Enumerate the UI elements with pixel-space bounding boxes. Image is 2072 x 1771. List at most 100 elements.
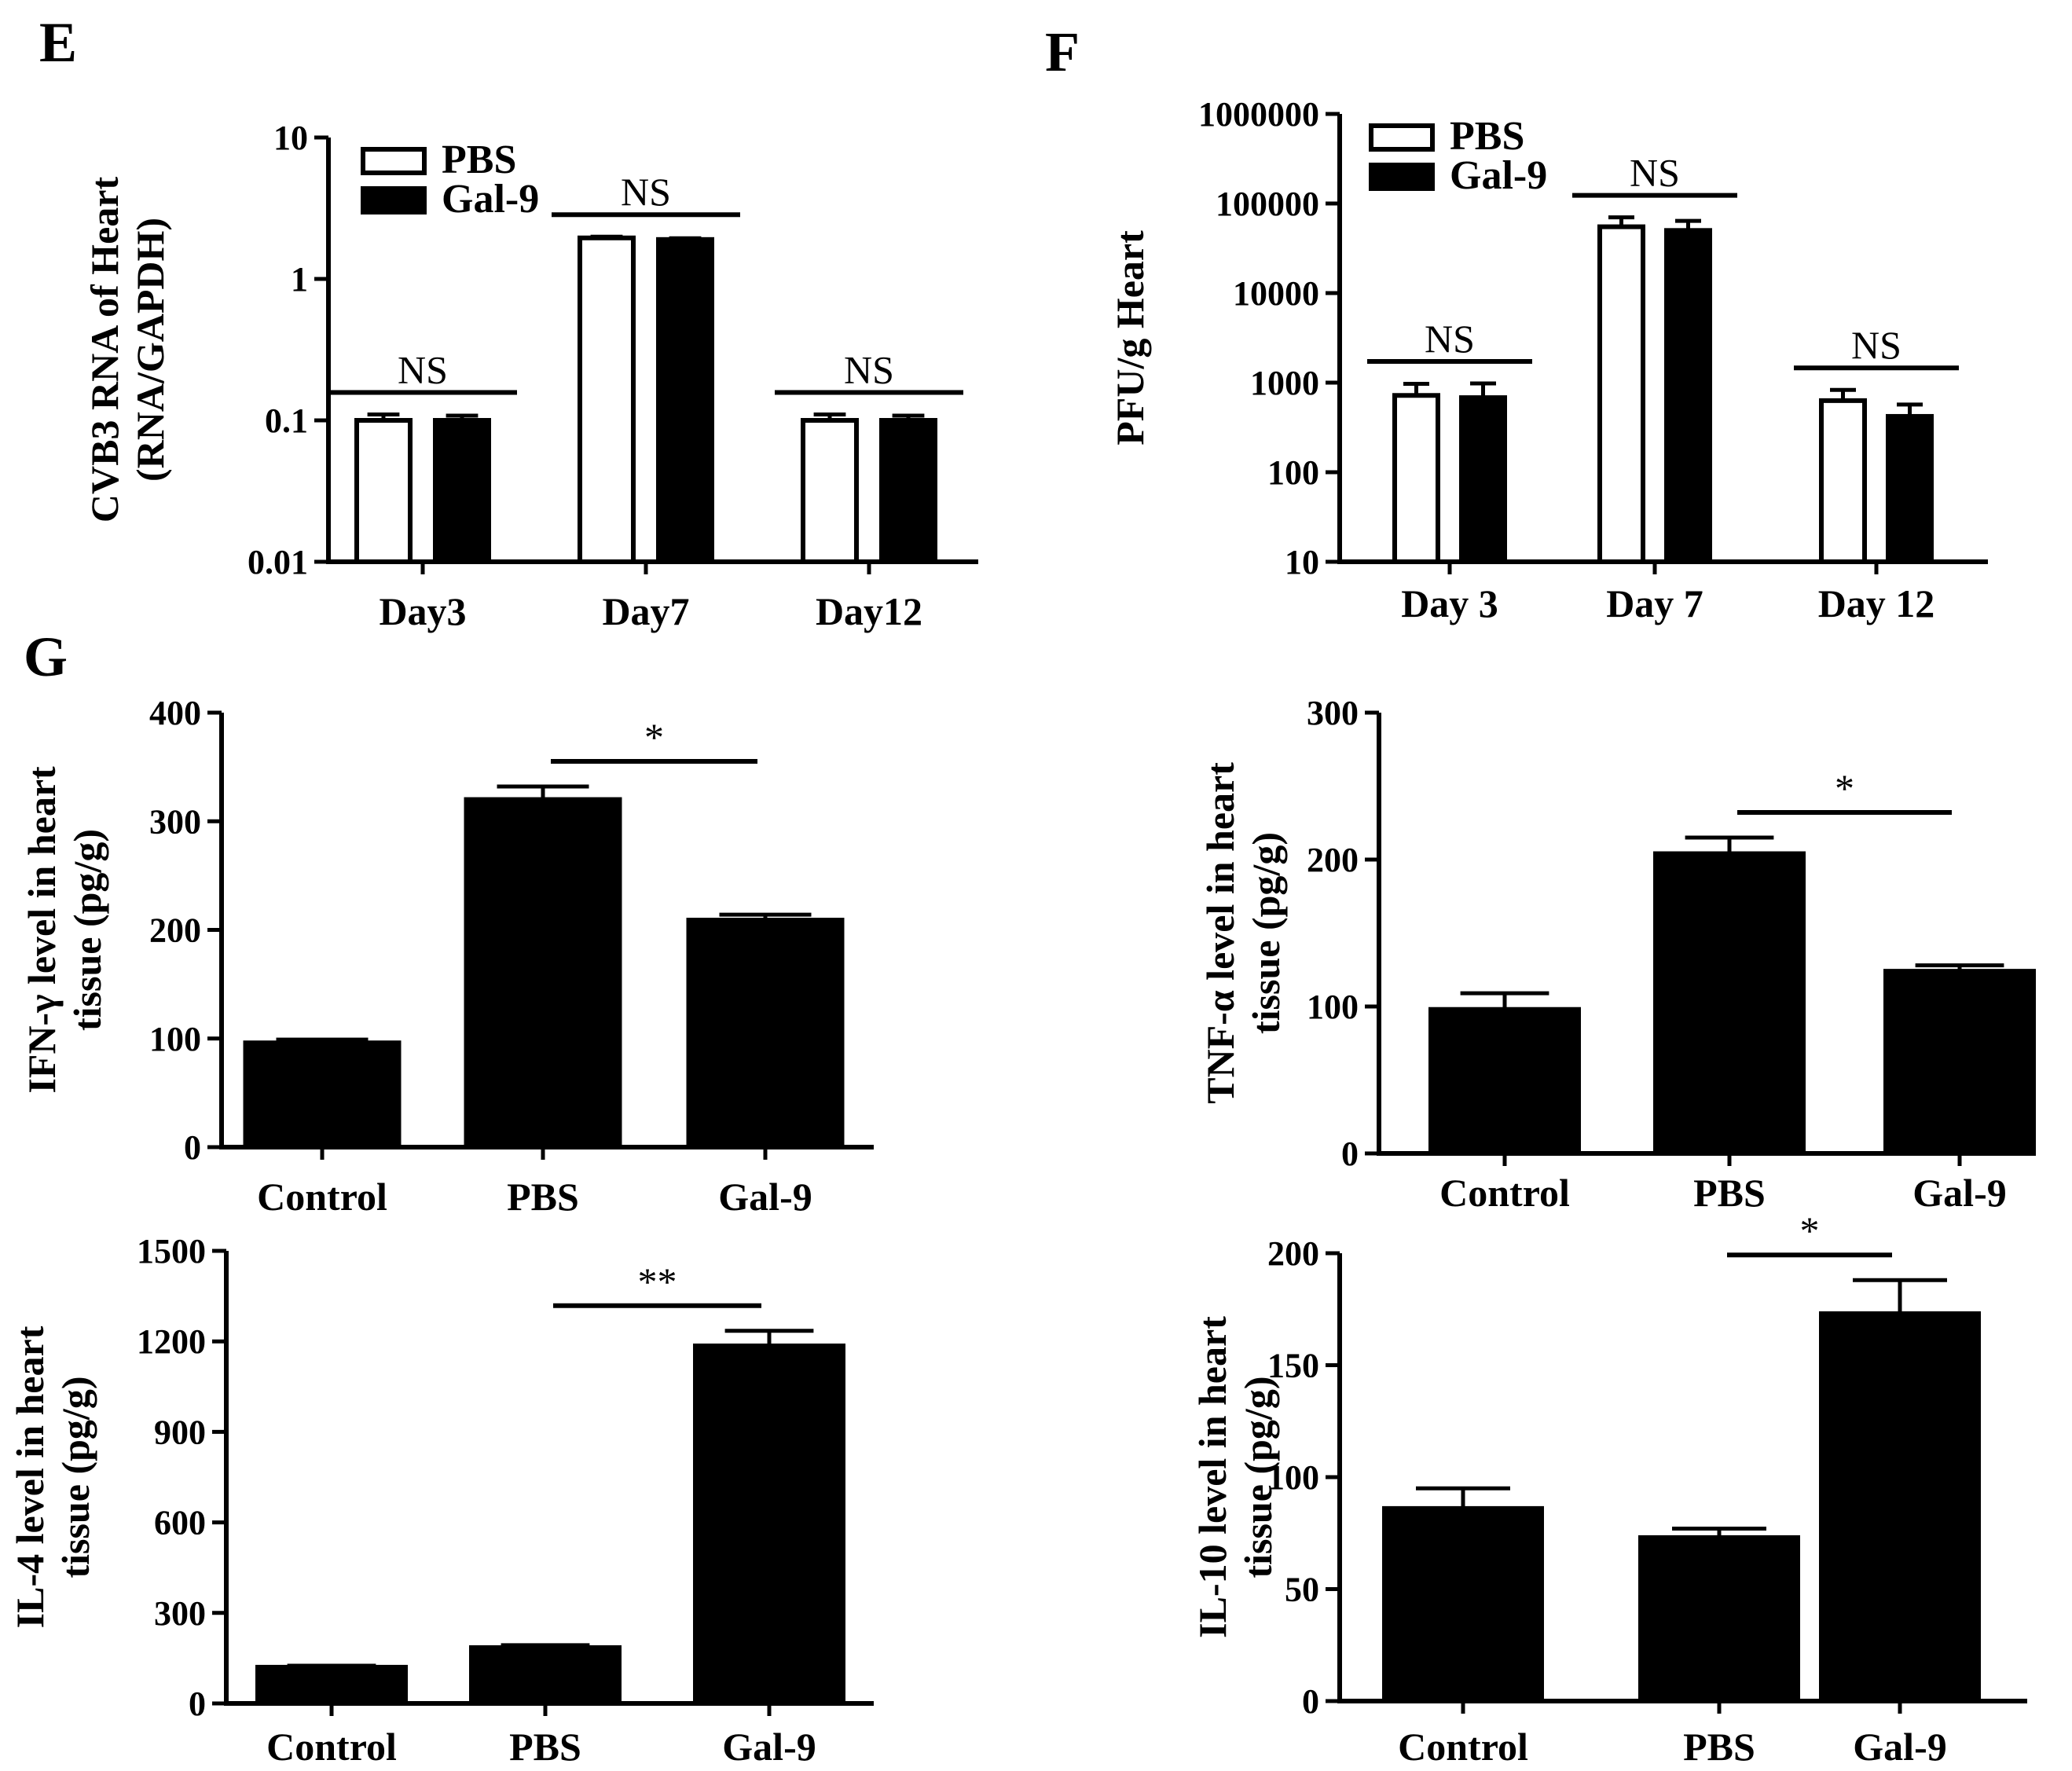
significance-label: NS	[1630, 151, 1680, 195]
x-tick-label: Day 3	[1401, 581, 1498, 625]
chart-g2: 0 100 200 300 TNF-α level in hearttissue (pg…	[1198, 694, 2036, 1215]
y-tick-label: 100	[1307, 988, 1359, 1026]
significance-label: **	[638, 1260, 677, 1304]
legend-swatch	[1369, 123, 1435, 152]
x-tick-label: Day 12	[1818, 581, 1935, 625]
error-bar	[1416, 1486, 1510, 1509]
error-bar	[501, 1643, 590, 1648]
y-tick-label: 200	[1267, 1234, 1319, 1273]
y-tick-label: 1	[291, 260, 308, 299]
y-axis-label: PFU/g Heart	[1108, 230, 1152, 446]
legend-label: Gal-9	[442, 177, 539, 222]
error-bar	[446, 413, 479, 420]
y-tick-label: 300	[1307, 694, 1359, 732]
x-tick-label: Day3	[379, 589, 466, 633]
legend-swatch	[361, 186, 427, 214]
chart-f: 10 100 1000 10000 100000 1000000 PFU/g Heart Da…	[1108, 95, 1988, 625]
error-bar	[1897, 402, 1923, 416]
y-axis-label-line: CVB3 RNA of Heart	[83, 177, 127, 523]
bar	[1819, 1311, 1981, 1703]
bar	[433, 418, 491, 564]
y-tick-label: 1200	[137, 1322, 206, 1361]
x-tick-label: Control	[1398, 1725, 1528, 1769]
y-tick-label: 50	[1285, 1571, 1319, 1609]
error-bar	[1470, 381, 1496, 398]
x-tick-label: Day7	[602, 589, 689, 633]
y-axis-label-line: tissue (pg/g)	[65, 829, 109, 1031]
x-tick-label: Control	[257, 1175, 387, 1219]
bar	[464, 797, 622, 1150]
x-tick-label: PBS	[507, 1175, 579, 1219]
bar	[1883, 969, 2036, 1156]
legend-swatch	[1369, 163, 1435, 191]
error-bar	[669, 236, 702, 240]
bar	[1653, 851, 1806, 1157]
significance-label: *	[1800, 1208, 1820, 1252]
x-tick-label: PBS	[1683, 1725, 1755, 1769]
error-bar	[892, 413, 925, 420]
x-tick-label: Gal-9	[722, 1725, 816, 1769]
y-tick-label: 100	[1267, 453, 1319, 492]
error-bar	[1403, 382, 1429, 396]
error-bar	[590, 234, 623, 239]
legend-swatch	[361, 147, 427, 175]
x-tick-label: Day12	[816, 589, 922, 633]
significance-label: NS	[1425, 317, 1475, 361]
bar	[1638, 1534, 1800, 1703]
y-tick-label: 100000	[1216, 185, 1319, 223]
error-bar	[1853, 1278, 1947, 1314]
error-bar	[367, 412, 400, 420]
y-axis-label: IL-4 level in hearttissue (pg/g)	[8, 1326, 97, 1628]
bar	[1664, 228, 1712, 564]
bar	[1382, 1505, 1544, 1704]
x-tick-label: PBS	[1693, 1171, 1766, 1215]
legend-label: PBS	[442, 138, 516, 182]
significance-label: NS	[1851, 323, 1901, 367]
x-tick-label: PBS	[509, 1725, 581, 1769]
y-tick-label: 150	[1267, 1347, 1319, 1385]
bar	[1886, 413, 1934, 564]
y-tick-label: 1000000	[1198, 95, 1319, 134]
bar	[1597, 224, 1645, 564]
significance-label: *	[644, 715, 664, 759]
error-bar	[287, 1663, 376, 1668]
chart-g4: 0 50 100 150 200 IL-10 level in hearttissue (…	[1190, 1208, 2027, 1769]
bar	[469, 1644, 622, 1706]
y-tick-label: 10	[273, 119, 308, 157]
chart-e: 0.01 0.1 1 10 CVB3 RNA of Heart(RNA/GAPDH) Da…	[83, 119, 978, 633]
significance-label: NS	[844, 348, 894, 392]
error-bar	[724, 1329, 814, 1346]
bar	[801, 418, 859, 564]
x-tick-label: Day 7	[1606, 581, 1703, 625]
panel-label-e: E	[39, 11, 77, 74]
significance-label: NS	[398, 348, 448, 392]
y-axis-label-line: IL-4 level in heart	[8, 1326, 52, 1628]
bar	[1392, 393, 1440, 564]
bar	[354, 418, 413, 564]
panel-label-f: F	[1045, 20, 1080, 83]
y-axis-label-line: tissue (pg/g)	[1244, 832, 1288, 1034]
y-tick-label: 0.01	[248, 543, 308, 581]
error-bar	[1672, 1527, 1766, 1538]
y-axis-label-line: TNF-α level in heart	[1198, 762, 1242, 1104]
y-axis-label: CVB3 RNA of Heart(RNA/GAPDH)	[83, 177, 172, 523]
x-tick-label: Gal-9	[718, 1175, 812, 1219]
y-axis-label-line: IFN-γ level in heart	[20, 766, 64, 1094]
chart-g3: 0 300 600 900 1200 1500 IL-4 level in hearttis…	[8, 1232, 874, 1769]
y-tick-label: 0.1	[265, 402, 308, 440]
y-tick-label: 10	[1285, 543, 1319, 581]
x-tick-label: Gal-9	[1912, 1171, 2006, 1215]
x-tick-label: Gal-9	[1853, 1725, 1946, 1769]
charts-container: 0.01 0.1 1 10 CVB3 RNA of Heart(RNA/GAPDH) Da…	[8, 95, 2036, 1769]
bar	[656, 236, 714, 564]
y-tick-label: 1500	[137, 1232, 206, 1270]
bar	[243, 1040, 402, 1150]
y-tick-label: 200	[1307, 841, 1359, 879]
bar	[879, 418, 937, 564]
bar	[1428, 1006, 1581, 1156]
y-tick-label: 600	[154, 1504, 206, 1542]
y-tick-label: 0	[1341, 1135, 1359, 1173]
panel-label-g: G	[24, 625, 68, 688]
error-bar	[1685, 835, 1774, 854]
